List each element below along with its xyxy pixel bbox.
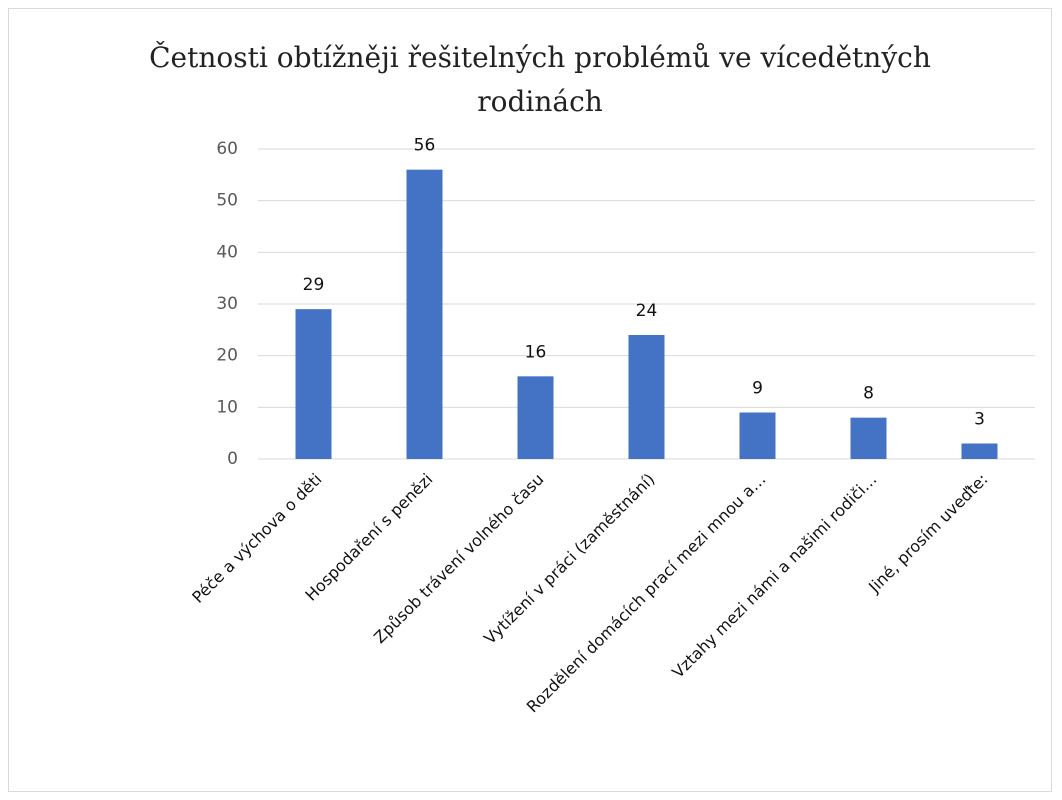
chart-frame [8, 8, 1052, 792]
bar [628, 335, 665, 459]
x-tick-label: Jiné, prosím uveďte: [864, 470, 991, 597]
x-tick-label: Péče a výchova o děti [188, 470, 325, 607]
bar [406, 169, 443, 459]
bar [295, 309, 332, 459]
x-tick-label: Rozdělení domácích prací mezi mnou a… [523, 470, 770, 717]
y-tick-label: 20 [216, 346, 238, 366]
y-tick-label: 50 [216, 191, 238, 211]
x-tick-label: Vztahy mezi námi a našimi rodiči… [668, 470, 880, 682]
y-tick-label: 0 [227, 449, 238, 469]
y-tick-label: 30 [216, 294, 238, 314]
x-tick-label: Hospodaření s penězi [301, 470, 436, 605]
bar [517, 376, 554, 459]
data-label: 29 [303, 275, 325, 295]
data-label: 24 [636, 301, 658, 321]
bar [739, 412, 776, 459]
y-tick-label: 40 [216, 242, 238, 262]
data-label: 16 [525, 342, 547, 362]
chart-title: Četnosti obtížněji řešitelných problémů … [149, 41, 931, 118]
data-label: 56 [414, 136, 436, 156]
data-label: 9 [752, 379, 763, 399]
y-tick-label: 10 [216, 397, 238, 417]
bar [961, 443, 998, 459]
data-label: 8 [863, 384, 874, 404]
bar [850, 417, 887, 459]
data-label: 3 [974, 410, 985, 430]
y-tick-label: 60 [216, 139, 238, 159]
